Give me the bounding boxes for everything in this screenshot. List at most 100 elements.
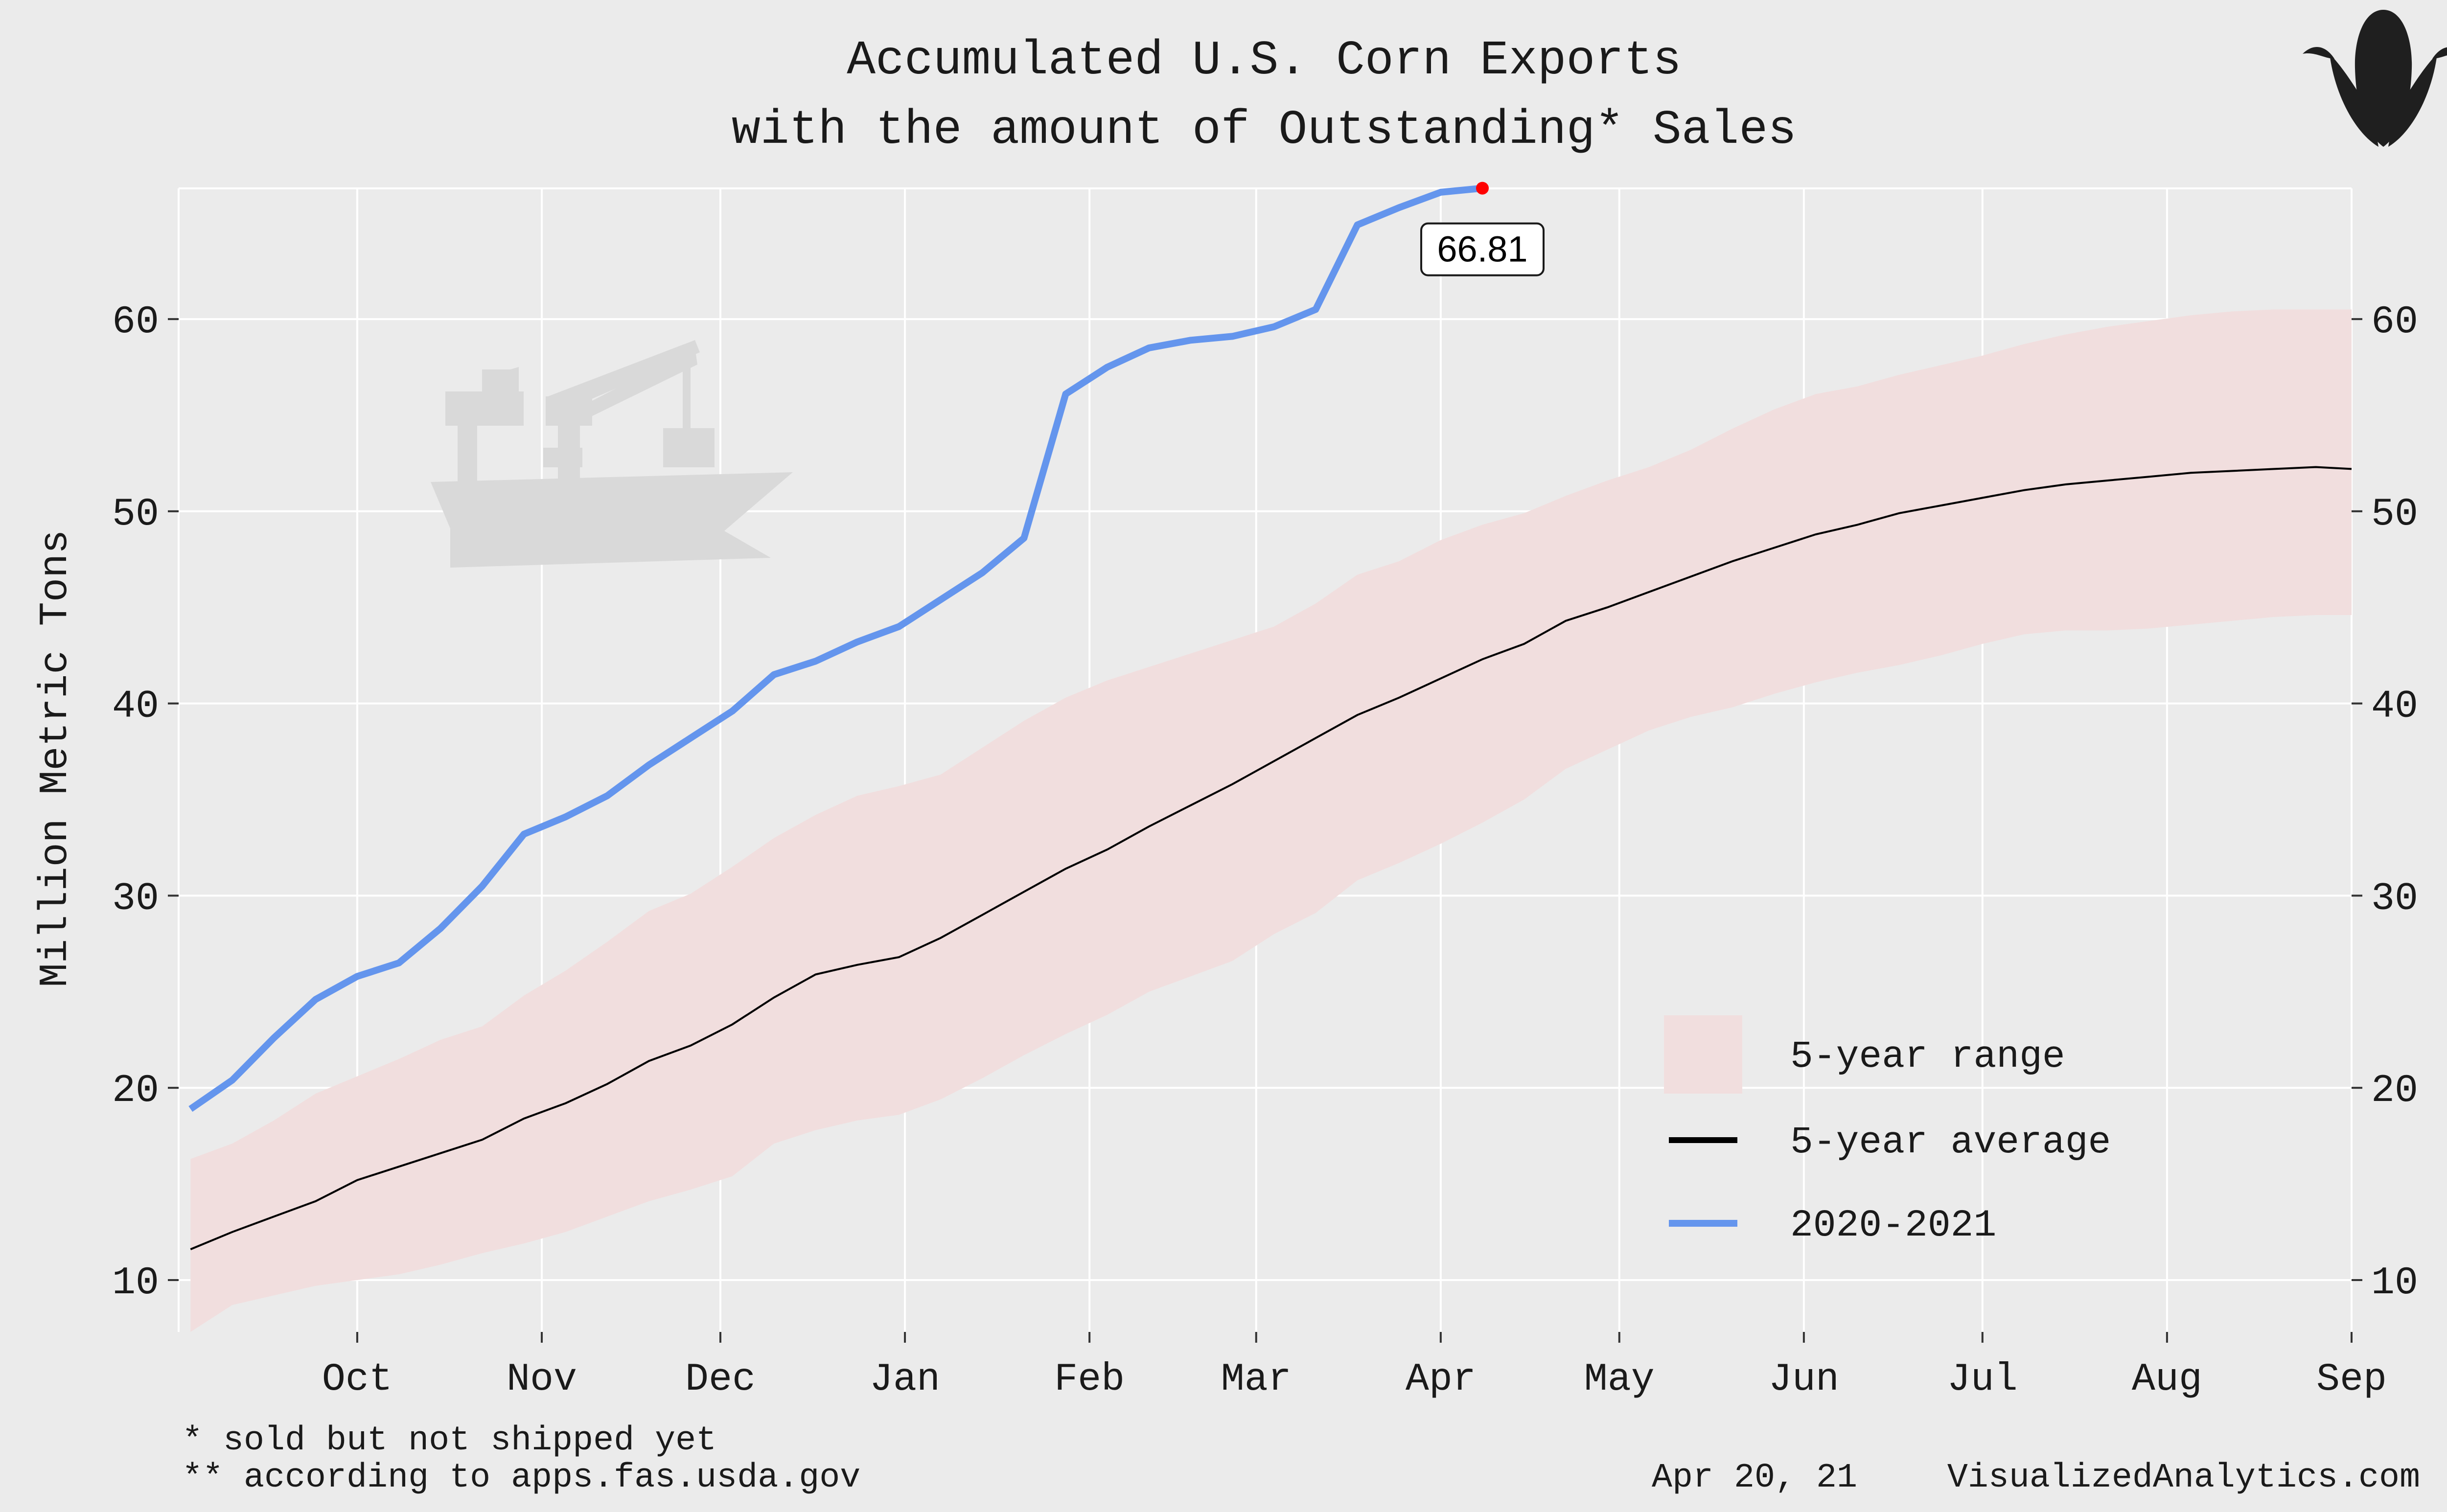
avg-point-15: [815, 973, 817, 975]
y-tick-label-left-60: 60: [112, 300, 159, 344]
series-point-0: [189, 1107, 192, 1110]
avg-point-36: [1690, 575, 1692, 577]
annotation-marker: [1476, 182, 1489, 195]
y-axis-ticks-right: 10 20 30 40 50 60: [2352, 300, 2418, 1306]
series-point-11: [647, 763, 650, 766]
avg-point-34: [1606, 606, 1608, 608]
avg-point-6: [439, 1152, 441, 1154]
y-axis-label: Million Metric Tons: [33, 530, 78, 987]
avg-point-27: [1315, 737, 1316, 739]
avg-point-26: [1273, 760, 1275, 762]
series-point-4: [356, 975, 359, 978]
avg-point-12: [690, 1045, 692, 1047]
legend-label-five-year-average: 5-year average: [1790, 1121, 2111, 1164]
avg-point-51: [2315, 466, 2317, 468]
avg-point-9: [565, 1102, 567, 1104]
avg-point-3: [315, 1200, 317, 1202]
avg-point-1: [231, 1231, 233, 1233]
avg-point-23: [1148, 825, 1150, 827]
avg-point-22: [1107, 848, 1108, 850]
y-tick-label-right-50: 50: [2371, 492, 2418, 537]
five-year-average-line: [190, 466, 2352, 1250]
y-tick-label-left-10: 10: [112, 1261, 159, 1306]
avg-point-4: [356, 1179, 358, 1181]
series-point-23: [1148, 346, 1151, 349]
series-point-12: [689, 736, 692, 739]
x-tick-label-mar: Mar: [1221, 1357, 1292, 1402]
avg-point-24: [1190, 804, 1192, 806]
avg-point-35: [1648, 591, 1650, 593]
x-tick-label-may: May: [1584, 1357, 1655, 1402]
avg-point-5: [398, 1166, 400, 1168]
x-tick-label-dec: Dec: [685, 1357, 756, 1402]
series-point-2: [273, 1036, 276, 1039]
avg-point-41: [1898, 512, 1900, 514]
x-axis-ticks: Oct Nov Dec Jan Feb Mar Apr May Jun Jul Aug Sep: [322, 1332, 2387, 1402]
series-point-20: [1022, 537, 1025, 540]
chart-title: Accumulated U.S. Corn Exports: [847, 34, 1681, 88]
y-tick-label-left-50: 50: [112, 492, 159, 537]
five-year-range-band: [190, 309, 2352, 1332]
avg-point-46: [2106, 480, 2108, 481]
avg-point-25: [1231, 783, 1233, 785]
avg-point-31: [1481, 658, 1483, 660]
avg-point-38: [1773, 547, 1775, 549]
series-point-30: [1439, 191, 1442, 194]
avg-point-52: [2351, 468, 2353, 470]
avg-point-32: [1523, 643, 1525, 645]
avg-point-29: [1398, 697, 1400, 699]
x-tick-label-sep: Sep: [2316, 1357, 2387, 1402]
x-tick-label-jan: Jan: [870, 1357, 940, 1402]
avg-point-28: [1357, 714, 1359, 716]
series-point-19: [981, 572, 984, 574]
series-point-5: [397, 962, 400, 964]
series-point-24: [1189, 339, 1192, 342]
footnote-brand: VisualizedAnalytics.com: [1947, 1459, 2420, 1497]
avg-point-2: [273, 1215, 275, 1217]
series-point-17: [898, 625, 900, 628]
series-point-29: [1398, 206, 1401, 209]
x-tick-label-feb: Feb: [1054, 1357, 1125, 1402]
series-2020-2021-line: [188, 184, 1483, 1112]
y-axis-ticks-left: 10 20 30 40 50 60: [112, 300, 179, 1306]
chart-subtitle: with the amount of Outstanding* Sales: [732, 103, 1797, 158]
y-tick-label-left-20: 20: [112, 1069, 159, 1113]
avg-point-43: [1982, 497, 1984, 499]
footnote-date: Apr 20, 21: [1652, 1459, 1857, 1497]
legend-label-five-year-range: 5-year range: [1790, 1035, 2065, 1078]
y-tick-label-right-40: 40: [2371, 685, 2418, 729]
avg-point-11: [648, 1060, 650, 1062]
series-point-3: [314, 998, 317, 1001]
series-point-10: [606, 794, 609, 797]
annotation-box: [1420, 222, 1545, 276]
series-point-8: [523, 833, 526, 836]
series-point-6: [439, 927, 442, 930]
series-point-26: [1272, 325, 1275, 328]
footnote-source: ** according to apps.fas.usda.gov: [182, 1459, 860, 1497]
avg-point-16: [856, 964, 858, 966]
series-point-21: [1064, 392, 1067, 395]
avg-point-37: [1731, 560, 1733, 562]
series-point-18: [939, 598, 942, 601]
avg-point-19: [981, 914, 983, 916]
series-point-27: [1314, 308, 1317, 311]
legend: 5-year range 5-year average 2020-2021: [1664, 1015, 2111, 1247]
x-tick-label-jul: Jul: [1947, 1357, 2018, 1402]
y-tick-label-right-30: 30: [2371, 876, 2418, 921]
avg-point-7: [481, 1139, 483, 1141]
y-tick-label-left-40: 40: [112, 685, 159, 729]
avg-point-13: [731, 1024, 733, 1026]
footnote-sold-not-shipped: * sold but not shipped yet: [182, 1421, 716, 1460]
avg-point-30: [1440, 678, 1442, 680]
series-point-16: [856, 641, 859, 643]
series-point-15: [814, 660, 817, 663]
cargo-ship-icon: [431, 340, 793, 568]
series-point-22: [1106, 366, 1109, 368]
avg-point-50: [2273, 468, 2275, 470]
avg-point-17: [898, 956, 900, 958]
legend-label-2020-2021: 2020-2021: [1790, 1204, 1996, 1247]
avg-point-20: [1023, 891, 1025, 893]
x-tick-label-nov: Nov: [507, 1357, 577, 1402]
